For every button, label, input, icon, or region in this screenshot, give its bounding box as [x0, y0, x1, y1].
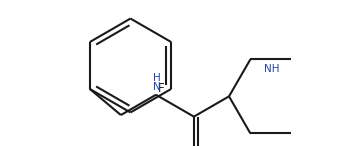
Text: F: F: [158, 82, 165, 95]
Text: NH: NH: [264, 64, 280, 74]
Text: H
N: H N: [153, 73, 161, 92]
